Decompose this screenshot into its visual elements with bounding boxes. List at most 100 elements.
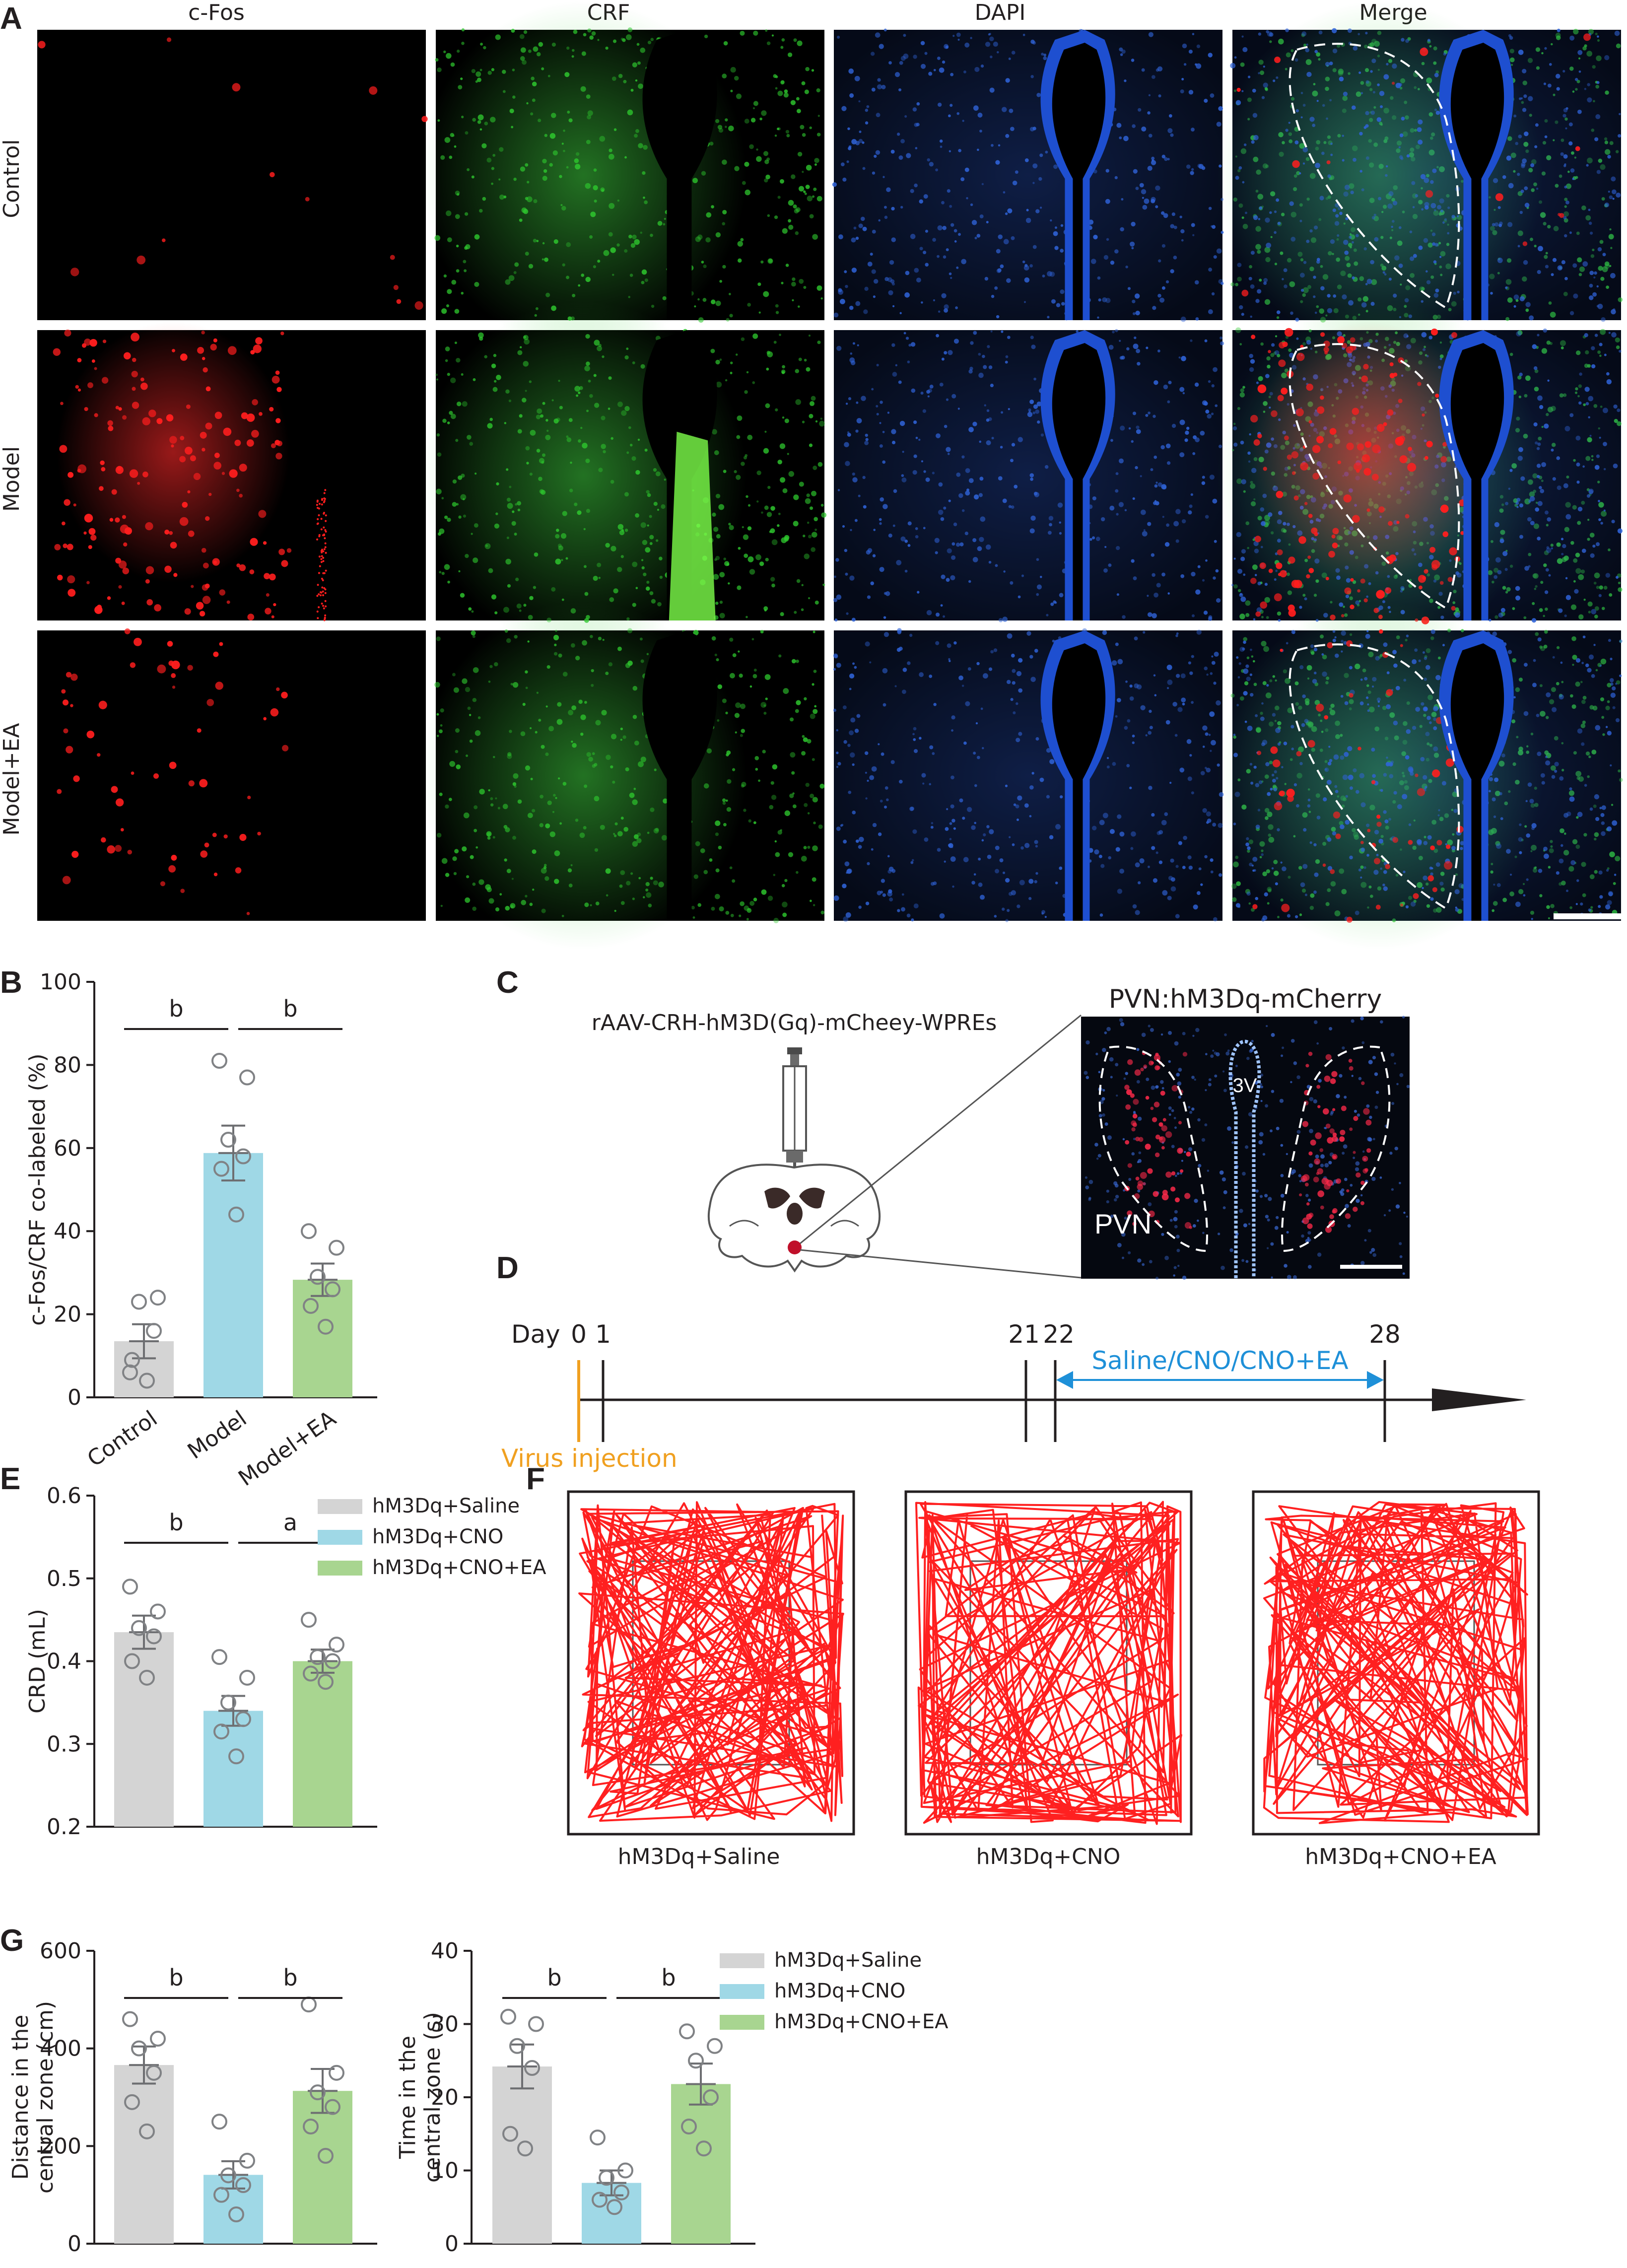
- data-point: [228, 2206, 244, 2222]
- data-point: [146, 1323, 162, 1339]
- tick-day-28: 28: [1369, 1320, 1401, 1349]
- data-point: [696, 2140, 712, 2157]
- significance-label: b: [169, 995, 183, 1022]
- legend-entry: hM3Dq+CNO+EA: [372, 1556, 546, 1579]
- data-point: [528, 2016, 544, 2032]
- data-point: [301, 1223, 317, 1239]
- bar-2: [203, 1153, 263, 1397]
- micrograph-control-cfos: [37, 30, 428, 320]
- panel-label-a: A: [0, 1, 22, 36]
- panel-label-d: D: [496, 1251, 519, 1285]
- micrograph-model-cfos: [37, 321, 426, 621]
- panel-f-open-field-tracks: hM3Dq+Saline hM3Dq+CNO hM3Dq+CNO+EA: [567, 1490, 1540, 1869]
- ventricle-label: 3V: [1233, 1075, 1257, 1097]
- micrograph-grid: [37, 0, 1623, 950]
- data-point: [239, 2152, 255, 2169]
- row-label-model-ea: Model+EA: [0, 723, 24, 836]
- data-point: [303, 2119, 319, 2134]
- data-point: [220, 1132, 236, 1148]
- y-tick-label: 10: [431, 2158, 459, 2184]
- y-tick-label: 40: [431, 1938, 459, 1964]
- data-point: [213, 2187, 229, 2203]
- timeline-arrowhead: [1432, 1388, 1526, 1411]
- panel-label-e: E: [0, 1462, 20, 1496]
- data-point: [329, 1637, 344, 1653]
- data-point: [301, 1996, 317, 2013]
- data-point: [329, 2064, 344, 2081]
- micrograph-control-crf: [420, 0, 824, 349]
- panel-c-virus-schematic: rAAV-CRH-hM3D(Gq)-mCheey-WPREs PV: [592, 984, 1410, 1280]
- data-point: [131, 2040, 147, 2057]
- y-tick-label: 0.6: [47, 1483, 81, 1509]
- y-tick-label: 0.4: [47, 1649, 81, 1674]
- x-tick-label: Model: [183, 1406, 251, 1464]
- y-tick-label: 400: [40, 2036, 81, 2062]
- data-point: [325, 2099, 340, 2115]
- y-tick-label: 0.2: [47, 1814, 81, 1840]
- y-tick-label: 600: [40, 1938, 81, 1964]
- data-point: [124, 1352, 140, 1368]
- treatment-label: Saline/CNO/CNO+EA: [1091, 1346, 1348, 1375]
- bar-1: [114, 2065, 174, 2244]
- data-point: [707, 2038, 723, 2054]
- legend-entry: hM3Dq+CNO+EA: [774, 2010, 949, 2033]
- data-point: [228, 1206, 244, 1223]
- data-point: [310, 1649, 326, 1665]
- brain-section-icon: [707, 1164, 881, 1273]
- data-point: [211, 1649, 227, 1665]
- data-point: [303, 1665, 319, 1682]
- data-point: [122, 2011, 138, 2027]
- y-tick-label: 20: [54, 1302, 81, 1327]
- significance-label: b: [283, 995, 297, 1022]
- track-title-saline: hM3Dq+Saline: [618, 1844, 780, 1869]
- y-tick-label: 30: [431, 2012, 459, 2037]
- y-axis-label: Time in thecentral zone (s): [395, 2012, 445, 2183]
- column-header-dapi: DAPI: [975, 0, 1026, 25]
- data-point: [150, 1603, 166, 1620]
- panel-label-b: B: [0, 965, 22, 1000]
- panel-label-g: G: [0, 1924, 24, 1958]
- data-point: [131, 1294, 147, 1310]
- row-label-control: Control: [0, 139, 24, 218]
- data-point: [211, 2114, 227, 2130]
- significance-label: a: [283, 1509, 297, 1536]
- significance-label: b: [169, 1964, 183, 1991]
- data-point: [303, 1298, 319, 1314]
- tick-day-21: 21: [1008, 1320, 1040, 1349]
- data-point: [122, 1364, 138, 1380]
- data-point: [703, 2089, 719, 2105]
- tick-day-1: 1: [595, 1320, 611, 1349]
- data-point: [211, 1053, 227, 1069]
- legend-entry: hM3Dq+CNO: [372, 1525, 503, 1548]
- data-point: [688, 2053, 704, 2069]
- data-point: [124, 1653, 140, 1669]
- data-point: [220, 1694, 236, 1711]
- injection-needle-icon: [782, 1047, 807, 1243]
- x-tick-label: Control: [83, 1406, 162, 1472]
- legend-entry: hM3Dq+CNO: [774, 1980, 905, 2002]
- data-point: [617, 2162, 633, 2179]
- tick-day-0: 0: [571, 1320, 587, 1349]
- virus-injection-label: Virus injection: [501, 1444, 678, 1473]
- micrograph-model-ea-dapi: [833, 628, 1224, 922]
- virus-label: rAAV-CRH-hM3D(Gq)-mCheey-WPREs: [592, 1010, 997, 1035]
- y-tick-label: 80: [54, 1052, 81, 1078]
- y-tick-label: 0: [68, 1385, 81, 1410]
- significance-label: b: [661, 1964, 676, 1991]
- data-point: [239, 1069, 255, 1086]
- data-point: [517, 2140, 533, 2157]
- pvn-image: PVN:hM3Dq-mCherry PVN 3V: [1081, 984, 1410, 1280]
- legend-swatch: [720, 1984, 764, 1999]
- zoom-line-bottom: [800, 1249, 1082, 1279]
- data-point: [679, 2023, 695, 2040]
- legend-swatch: [318, 1561, 362, 1576]
- legend-entry: hM3Dq+Saline: [372, 1495, 520, 1517]
- micrograph-model-dapi: [833, 329, 1224, 622]
- panel-d-timeline: Day 0 1 21 22 28 Saline/CNO/CNO+EA Virus…: [501, 1320, 1526, 1473]
- data-point: [502, 2126, 518, 2142]
- chart-e-crd: 0.2 0.3 0.4 0.5 0.6 CRD (mL) b a hM3Dq+Saline hM3…: [25, 1483, 546, 1840]
- data-point: [301, 1612, 317, 1628]
- data-point: [122, 1579, 138, 1595]
- data-point: [590, 2130, 606, 2146]
